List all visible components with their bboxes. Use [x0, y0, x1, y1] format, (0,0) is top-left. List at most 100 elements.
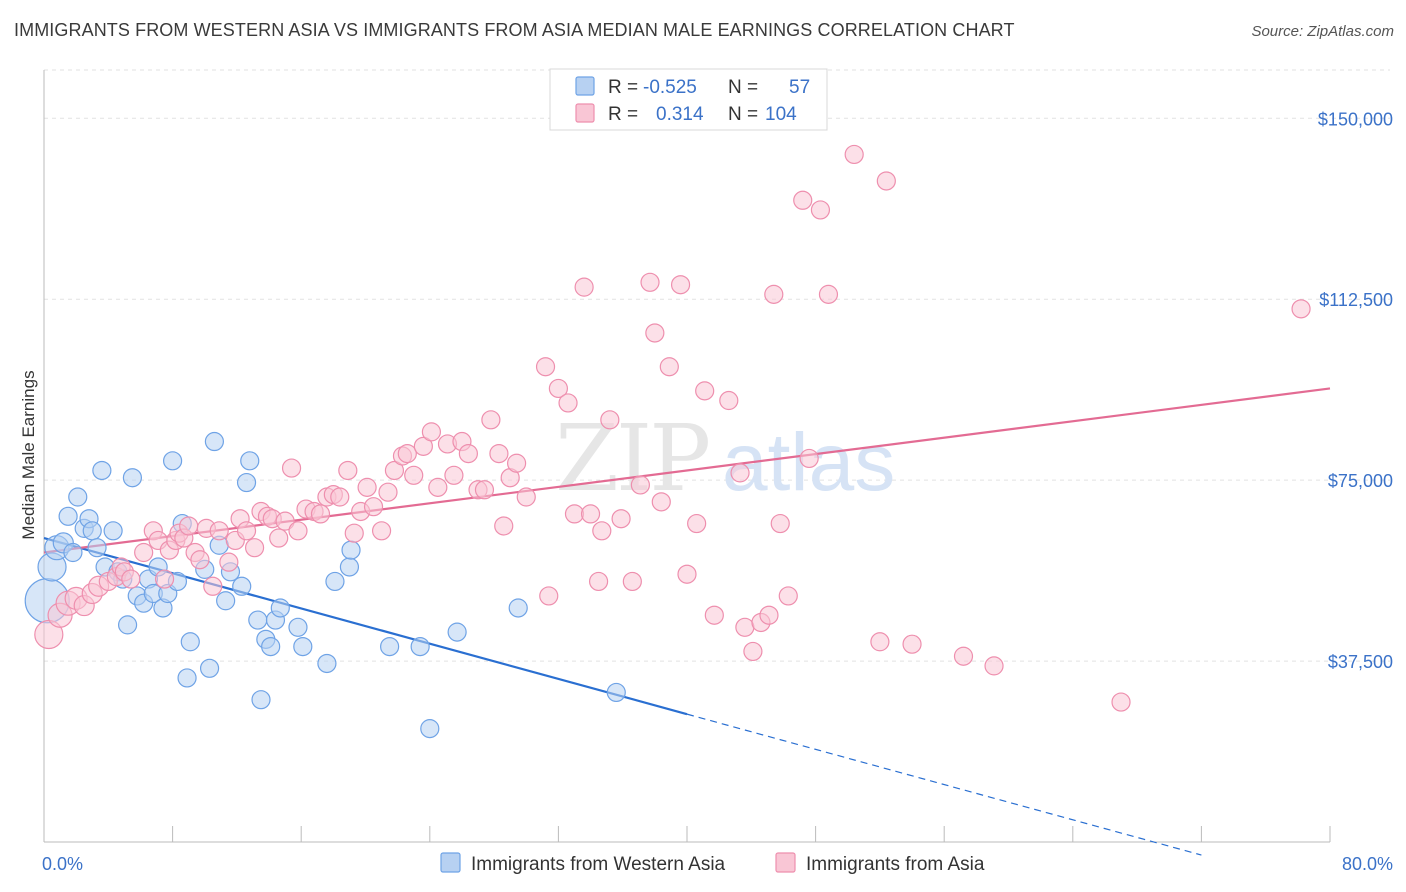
point-asia [818, 284, 839, 304]
point-asia [670, 275, 691, 295]
point-asia [984, 656, 1004, 676]
point-asia [489, 443, 509, 464]
point-asia [154, 569, 175, 589]
trend-line-asia [43, 387, 1331, 554]
point-western-asia [410, 636, 430, 657]
point-western-asia [180, 632, 200, 652]
point-asia [363, 497, 384, 517]
legend-r-value-2: 0.314 [656, 104, 704, 125]
point-western-asia [380, 636, 400, 657]
point-asia [743, 641, 763, 662]
point-asia [645, 323, 665, 343]
point-asia [735, 617, 755, 637]
point-western-asia [204, 431, 224, 452]
grid-lines [44, 69, 1390, 662]
point-asia [793, 190, 813, 210]
point-asia [474, 480, 495, 500]
point-asia [338, 460, 358, 481]
bottom-legend-swatch-western-asia [440, 852, 461, 873]
point-asia [764, 284, 784, 304]
point-asia [421, 422, 442, 442]
point-asia [507, 453, 527, 473]
point-asia [190, 550, 210, 570]
bottom-legend: Immigrants from Western Asia Immigrants … [440, 852, 985, 875]
point-western-asia [103, 521, 123, 541]
point-asia [404, 465, 424, 485]
point-asia [397, 443, 417, 464]
point-asia [953, 646, 974, 666]
point-western-asia [341, 540, 361, 560]
legend-box [549, 68, 828, 131]
point-western-asia [420, 719, 440, 739]
point-asia [378, 482, 398, 502]
point-asia [580, 504, 601, 524]
legend-n-value-1: 57 [789, 77, 810, 98]
point-western-asia [117, 615, 138, 635]
point-asia [574, 277, 594, 297]
point-asia [770, 513, 790, 534]
legend-r-label-2: R = [608, 104, 638, 125]
point-asia [458, 443, 478, 464]
point-asia [121, 569, 141, 589]
chart-source: Source: ZipAtlas.com [1251, 23, 1394, 40]
bottom-legend-label-western-asia: Immigrants from Western Asia [471, 854, 726, 875]
point-asia [1291, 299, 1311, 319]
point-western-asia [177, 668, 197, 688]
x-tick-label-max: 80.0% [1342, 854, 1393, 874]
point-asia [704, 605, 724, 625]
point-asia [244, 538, 265, 558]
legend-n-label-1: N = [728, 77, 758, 98]
point-asia [592, 521, 612, 541]
point-asia [310, 504, 331, 524]
legend-r-label-1: R = [608, 77, 638, 98]
point-western-asia [122, 468, 143, 488]
point-asia [384, 460, 405, 481]
point-western-asia [216, 591, 236, 611]
legend-swatch-western-asia [575, 76, 595, 96]
point-asia [535, 357, 556, 377]
point-asia [134, 542, 154, 563]
point-asia [236, 521, 257, 541]
point-asia [630, 475, 650, 495]
point-asia [281, 458, 302, 478]
trend-line-western-asia [43, 536, 688, 716]
point-western-asia [339, 557, 360, 577]
point-asia [844, 144, 864, 165]
watermark-zip: ZIP [555, 405, 708, 512]
point-western-asia [92, 460, 112, 481]
point-asia [179, 516, 199, 536]
legend-n-label-2: N = [728, 104, 758, 125]
point-asia [640, 272, 660, 292]
point-asia [719, 390, 739, 411]
point-asia [371, 521, 392, 541]
point-western-asia [236, 472, 257, 493]
point-western-asia [82, 521, 102, 541]
point-western-asia [293, 636, 313, 657]
y-axis-label: Median Male Earnings [19, 370, 38, 539]
point-western-asia [68, 487, 88, 507]
point-western-asia [87, 538, 107, 558]
point-asia [548, 378, 569, 399]
legend: R = -0.525 N = 57 R = 0.314 N = 104 [549, 68, 828, 131]
point-western-asia [248, 610, 268, 630]
point-western-asia [447, 622, 467, 642]
point-asia [677, 564, 697, 584]
bottom-legend-label-asia: Immigrants from Asia [806, 854, 985, 875]
point-western-asia [288, 617, 308, 637]
y-tick-label: $112,500 [1319, 290, 1393, 310]
point-asia [444, 465, 464, 485]
point-western-asia [261, 636, 281, 657]
point-asia [219, 552, 239, 572]
point-asia [695, 381, 715, 401]
point-asia [288, 521, 308, 541]
point-asia [730, 463, 750, 483]
point-western-asia [240, 451, 260, 471]
point-asia [651, 492, 671, 512]
point-western-asia [58, 506, 78, 526]
point-asia [810, 200, 831, 220]
point-western-asia [163, 451, 183, 471]
y-tick-labels: $37,500 $75,000 $112,500 $150,000 [1318, 109, 1393, 672]
point-asia [516, 487, 536, 507]
point-asia [494, 516, 514, 536]
